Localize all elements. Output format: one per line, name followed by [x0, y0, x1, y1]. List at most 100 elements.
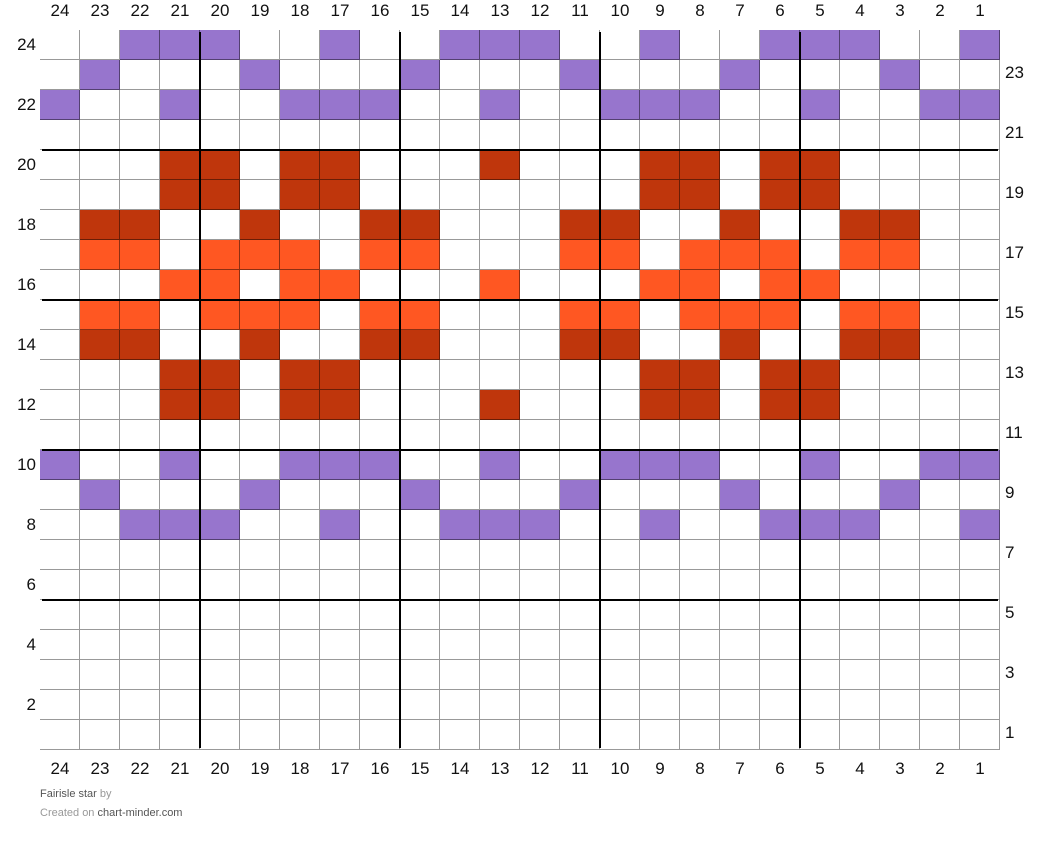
stitch-cell-white[interactable] [600, 120, 640, 150]
stitch-cell-white[interactable] [440, 180, 480, 210]
stitch-cell-purple[interactable] [320, 510, 360, 540]
stitch-cell-white[interactable] [560, 720, 600, 750]
stitch-cell-white[interactable] [560, 570, 600, 600]
stitch-cell-white[interactable] [360, 480, 400, 510]
stitch-cell-dark-red[interactable] [320, 180, 360, 210]
stitch-cell-purple[interactable] [640, 510, 680, 540]
stitch-cell-white[interactable] [560, 30, 600, 60]
stitch-cell-white[interactable] [80, 660, 120, 690]
stitch-cell-white[interactable] [920, 180, 960, 210]
stitch-cell-white[interactable] [560, 630, 600, 660]
stitch-cell-white[interactable] [720, 270, 760, 300]
stitch-cell-white[interactable] [920, 420, 960, 450]
stitch-cell-dark-red[interactable] [320, 390, 360, 420]
stitch-cell-white[interactable] [40, 60, 80, 90]
stitch-cell-white[interactable] [720, 630, 760, 660]
stitch-cell-white[interactable] [360, 510, 400, 540]
stitch-cell-dark-red[interactable] [680, 390, 720, 420]
stitch-cell-dark-red[interactable] [280, 390, 320, 420]
stitch-cell-white[interactable] [920, 330, 960, 360]
stitch-cell-white[interactable] [120, 720, 160, 750]
stitch-cell-white[interactable] [960, 330, 1000, 360]
stitch-cell-white[interactable] [440, 360, 480, 390]
stitch-cell-white[interactable] [440, 60, 480, 90]
stitch-cell-orange[interactable] [200, 300, 240, 330]
stitch-cell-dark-red[interactable] [800, 360, 840, 390]
stitch-cell-purple[interactable] [800, 450, 840, 480]
stitch-cell-orange[interactable] [600, 300, 640, 330]
stitch-cell-dark-red[interactable] [280, 150, 320, 180]
stitch-cell-white[interactable] [560, 360, 600, 390]
stitch-cell-white[interactable] [760, 480, 800, 510]
stitch-cell-white[interactable] [520, 540, 560, 570]
stitch-cell-purple[interactable] [480, 510, 520, 540]
stitch-cell-white[interactable] [880, 510, 920, 540]
stitch-cell-dark-red[interactable] [800, 180, 840, 210]
stitch-cell-white[interactable] [400, 720, 440, 750]
stitch-cell-dark-red[interactable] [120, 330, 160, 360]
stitch-cell-white[interactable] [840, 540, 880, 570]
stitch-cell-white[interactable] [840, 570, 880, 600]
stitch-cell-dark-red[interactable] [160, 390, 200, 420]
stitch-cell-white[interactable] [280, 480, 320, 510]
stitch-cell-white[interactable] [680, 60, 720, 90]
stitch-cell-orange[interactable] [560, 300, 600, 330]
stitch-cell-orange[interactable] [200, 240, 240, 270]
stitch-cell-dark-red[interactable] [560, 210, 600, 240]
stitch-cell-dark-red[interactable] [600, 210, 640, 240]
stitch-cell-white[interactable] [920, 390, 960, 420]
stitch-cell-white[interactable] [480, 720, 520, 750]
stitch-cell-white[interactable] [400, 600, 440, 630]
stitch-cell-white[interactable] [240, 660, 280, 690]
stitch-cell-white[interactable] [680, 480, 720, 510]
stitch-cell-white[interactable] [520, 420, 560, 450]
stitch-cell-white[interactable] [480, 630, 520, 660]
stitch-cell-white[interactable] [760, 330, 800, 360]
stitch-cell-white[interactable] [600, 60, 640, 90]
stitch-cell-white[interactable] [400, 570, 440, 600]
stitch-cell-white[interactable] [840, 60, 880, 90]
stitch-cell-white[interactable] [160, 210, 200, 240]
stitch-cell-white[interactable] [920, 660, 960, 690]
stitch-cell-white[interactable] [440, 480, 480, 510]
stitch-cell-white[interactable] [520, 660, 560, 690]
stitch-cell-white[interactable] [520, 210, 560, 240]
stitch-cell-white[interactable] [680, 540, 720, 570]
stitch-cell-white[interactable] [840, 120, 880, 150]
stitch-cell-white[interactable] [600, 690, 640, 720]
stitch-cell-white[interactable] [360, 150, 400, 180]
stitch-cell-white[interactable] [440, 120, 480, 150]
stitch-cell-white[interactable] [840, 720, 880, 750]
stitch-cell-white[interactable] [720, 120, 760, 150]
stitch-cell-white[interactable] [920, 150, 960, 180]
stitch-cell-white[interactable] [440, 330, 480, 360]
stitch-cell-white[interactable] [40, 180, 80, 210]
stitch-cell-white[interactable] [880, 600, 920, 630]
stitch-cell-white[interactable] [880, 540, 920, 570]
stitch-cell-white[interactable] [200, 630, 240, 660]
stitch-cell-white[interactable] [200, 600, 240, 630]
stitch-cell-white[interactable] [840, 270, 880, 300]
stitch-cell-dark-red[interactable] [120, 210, 160, 240]
stitch-cell-orange[interactable] [560, 240, 600, 270]
stitch-cell-white[interactable] [680, 630, 720, 660]
stitch-cell-white[interactable] [240, 270, 280, 300]
stitch-cell-white[interactable] [640, 600, 680, 630]
stitch-cell-white[interactable] [560, 180, 600, 210]
stitch-cell-orange[interactable] [200, 270, 240, 300]
stitch-cell-white[interactable] [40, 720, 80, 750]
stitch-cell-white[interactable] [560, 450, 600, 480]
stitch-cell-dark-red[interactable] [200, 360, 240, 390]
stitch-cell-orange[interactable] [760, 240, 800, 270]
stitch-cell-white[interactable] [280, 660, 320, 690]
stitch-cell-white[interactable] [840, 630, 880, 660]
stitch-cell-white[interactable] [880, 90, 920, 120]
stitch-cell-white[interactable] [280, 720, 320, 750]
stitch-cell-white[interactable] [440, 450, 480, 480]
stitch-cell-white[interactable] [880, 120, 920, 150]
stitch-cell-white[interactable] [160, 420, 200, 450]
stitch-cell-white[interactable] [320, 660, 360, 690]
stitch-cell-white[interactable] [120, 180, 160, 210]
stitch-cell-white[interactable] [840, 390, 880, 420]
stitch-cell-white[interactable] [160, 480, 200, 510]
